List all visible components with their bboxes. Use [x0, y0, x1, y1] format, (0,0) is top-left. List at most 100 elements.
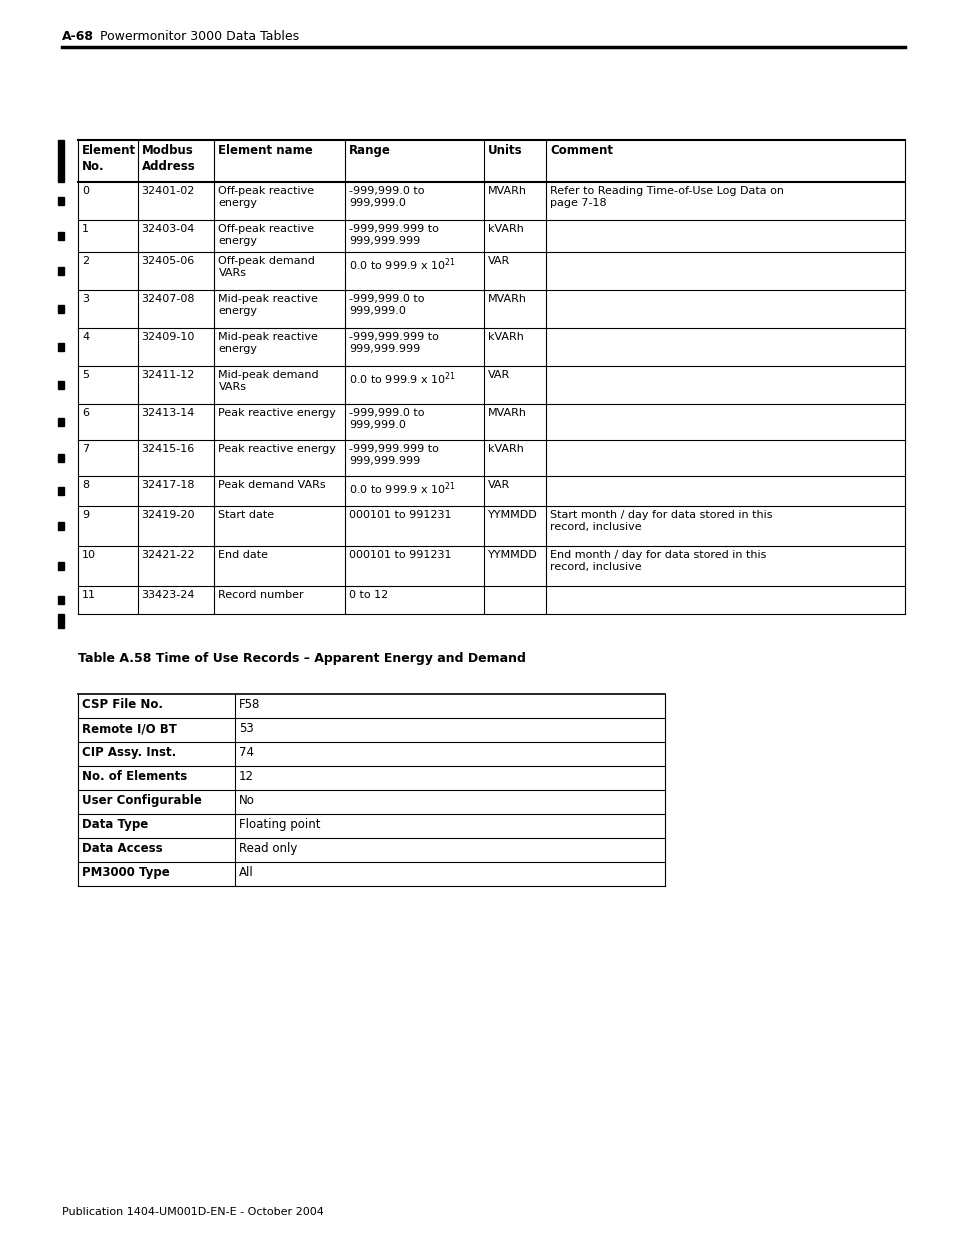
Bar: [58, 562, 64, 571]
Text: Units: Units: [488, 144, 522, 157]
Text: 4: 4: [82, 332, 89, 342]
Bar: [58, 417, 64, 426]
Text: 32417-18: 32417-18: [141, 480, 194, 490]
Text: -999,999.0 to
999,999.0: -999,999.0 to 999,999.0: [349, 408, 424, 431]
Text: Record number: Record number: [218, 590, 304, 600]
Bar: [58, 487, 64, 495]
Text: 8: 8: [82, 480, 89, 490]
Text: 10: 10: [82, 550, 96, 559]
Text: PM3000 Type: PM3000 Type: [82, 866, 170, 879]
Text: YYMMDD: YYMMDD: [488, 510, 537, 520]
Text: 11: 11: [82, 590, 96, 600]
Text: VAR: VAR: [488, 256, 510, 266]
Text: kVARh: kVARh: [488, 224, 523, 233]
Text: MVARh: MVARh: [488, 186, 526, 196]
Bar: [58, 522, 64, 530]
Text: 53: 53: [239, 722, 253, 735]
Text: Data Access: Data Access: [82, 842, 162, 855]
Text: MVARh: MVARh: [488, 294, 526, 304]
Text: Remote I/O BT: Remote I/O BT: [82, 722, 176, 735]
Text: End month / day for data stored in this
record, inclusive: End month / day for data stored in this …: [550, 550, 765, 572]
Text: 2: 2: [82, 256, 89, 266]
Text: Floating point: Floating point: [239, 818, 320, 831]
Text: Off-peak reactive
energy: Off-peak reactive energy: [218, 186, 314, 209]
Bar: [58, 343, 64, 351]
Text: kVARh: kVARh: [488, 332, 523, 342]
Bar: [58, 305, 64, 312]
Text: Element
No.: Element No.: [82, 144, 136, 173]
Text: Mid-peak demand
VARs: Mid-peak demand VARs: [218, 370, 318, 393]
Bar: [58, 597, 64, 604]
Text: 33423-24: 33423-24: [141, 590, 194, 600]
Text: Refer to Reading Time-of-Use Log Data on
page 7-18: Refer to Reading Time-of-Use Log Data on…: [550, 186, 783, 209]
Text: 32409-10: 32409-10: [141, 332, 194, 342]
Text: -999,999.0 to
999,999.0: -999,999.0 to 999,999.0: [349, 294, 424, 316]
Text: -999,999.999 to
999,999.999: -999,999.999 to 999,999.999: [349, 332, 438, 354]
Text: 1: 1: [82, 224, 89, 233]
Text: 32415-16: 32415-16: [141, 445, 194, 454]
Text: 000101 to 991231: 000101 to 991231: [349, 510, 451, 520]
Text: 32413-14: 32413-14: [141, 408, 194, 417]
Text: 12: 12: [239, 769, 253, 783]
Text: Comment: Comment: [550, 144, 613, 157]
Text: 000101 to 991231: 000101 to 991231: [349, 550, 451, 559]
Bar: [58, 382, 64, 389]
Text: 32421-22: 32421-22: [141, 550, 195, 559]
Text: CIP Assy. Inst.: CIP Assy. Inst.: [82, 746, 176, 760]
Text: Modbus
Address: Modbus Address: [141, 144, 195, 173]
Text: No. of Elements: No. of Elements: [82, 769, 187, 783]
Text: Read only: Read only: [239, 842, 297, 855]
Text: Data Type: Data Type: [82, 818, 148, 831]
Text: Peak demand VARs: Peak demand VARs: [218, 480, 326, 490]
Text: CSP File No.: CSP File No.: [82, 698, 163, 711]
Text: Mid-peak reactive
energy: Mid-peak reactive energy: [218, 332, 318, 354]
Text: User Configurable: User Configurable: [82, 794, 202, 806]
Bar: [58, 198, 64, 205]
Text: No: No: [239, 794, 254, 806]
Text: VAR: VAR: [488, 370, 510, 380]
Bar: [58, 267, 64, 275]
Text: 32405-06: 32405-06: [141, 256, 194, 266]
Text: 0.0 to 999.9 x 10$^{21}$: 0.0 to 999.9 x 10$^{21}$: [349, 480, 456, 496]
Text: 32407-08: 32407-08: [141, 294, 194, 304]
Text: 0: 0: [82, 186, 89, 196]
Text: 6: 6: [82, 408, 89, 417]
Text: A-68: A-68: [62, 30, 94, 43]
Text: Off-peak reactive
energy: Off-peak reactive energy: [218, 224, 314, 247]
Text: kVARh: kVARh: [488, 445, 523, 454]
Text: -999,999.999 to
999,999.999: -999,999.999 to 999,999.999: [349, 445, 438, 467]
Text: Off-peak demand
VARs: Off-peak demand VARs: [218, 256, 315, 278]
Text: Powermonitor 3000 Data Tables: Powermonitor 3000 Data Tables: [100, 30, 299, 43]
Text: 32401-02: 32401-02: [141, 186, 194, 196]
Text: Peak reactive energy: Peak reactive energy: [218, 445, 336, 454]
Text: -999,999.999 to
999,999.999: -999,999.999 to 999,999.999: [349, 224, 438, 247]
Text: Element name: Element name: [218, 144, 313, 157]
Text: End date: End date: [218, 550, 268, 559]
Bar: [58, 140, 64, 182]
Bar: [58, 454, 64, 462]
Text: F58: F58: [239, 698, 260, 711]
Text: 32419-20: 32419-20: [141, 510, 194, 520]
Bar: [58, 232, 64, 240]
Bar: [58, 614, 64, 629]
Text: 3: 3: [82, 294, 89, 304]
Text: 0.0 to 999.9 x 10$^{21}$: 0.0 to 999.9 x 10$^{21}$: [349, 256, 456, 273]
Text: 0.0 to 999.9 x 10$^{21}$: 0.0 to 999.9 x 10$^{21}$: [349, 370, 456, 387]
Text: 74: 74: [239, 746, 253, 760]
Text: Peak reactive energy: Peak reactive energy: [218, 408, 336, 417]
Text: YYMMDD: YYMMDD: [488, 550, 537, 559]
Text: Start month / day for data stored in this
record, inclusive: Start month / day for data stored in thi…: [550, 510, 772, 532]
Text: MVARh: MVARh: [488, 408, 526, 417]
Text: 32411-12: 32411-12: [141, 370, 194, 380]
Text: Start date: Start date: [218, 510, 274, 520]
Text: Publication 1404-UM001D-EN-E - October 2004: Publication 1404-UM001D-EN-E - October 2…: [62, 1207, 323, 1216]
Text: 0 to 12: 0 to 12: [349, 590, 388, 600]
Text: All: All: [239, 866, 253, 879]
Text: Table A.58 Time of Use Records – Apparent Energy and Demand: Table A.58 Time of Use Records – Apparen…: [78, 652, 525, 664]
Text: 5: 5: [82, 370, 89, 380]
Text: Range: Range: [349, 144, 391, 157]
Text: VAR: VAR: [488, 480, 510, 490]
Text: Mid-peak reactive
energy: Mid-peak reactive energy: [218, 294, 318, 316]
Text: 9: 9: [82, 510, 89, 520]
Text: -999,999.0 to
999,999.0: -999,999.0 to 999,999.0: [349, 186, 424, 209]
